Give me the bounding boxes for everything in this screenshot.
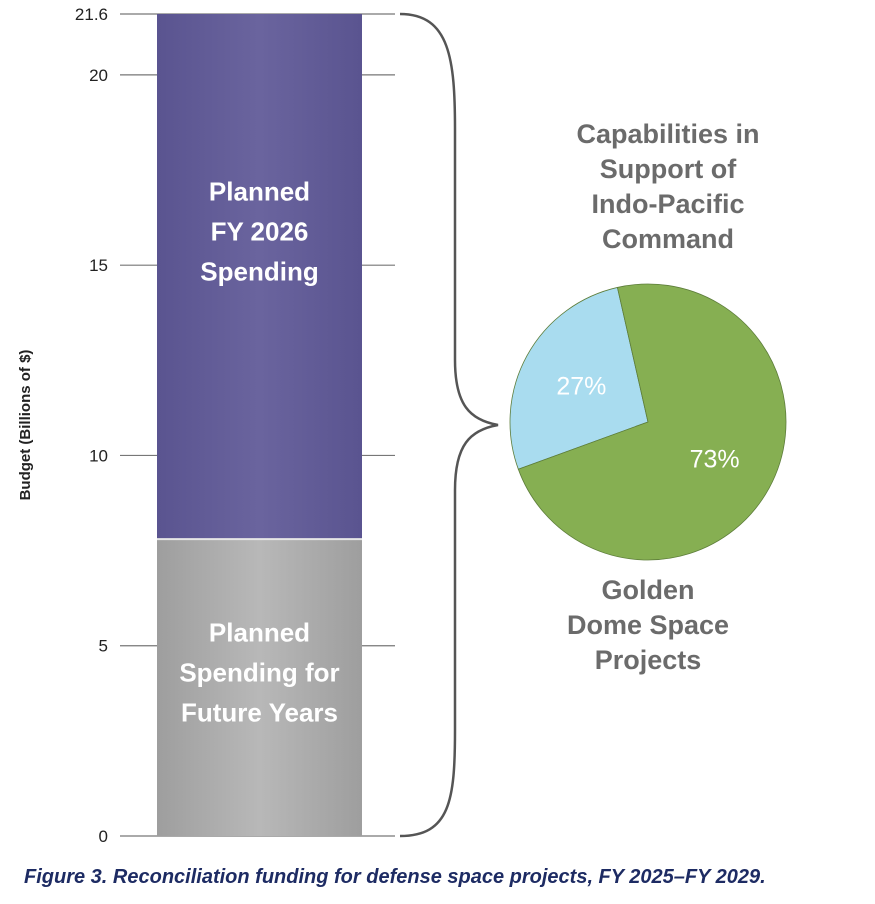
bar-segment-label: Future Years <box>181 698 338 728</box>
y-tick-label: 10 <box>89 446 108 465</box>
y-tick-label: 5 <box>99 637 108 656</box>
pie-category-title: Dome Space <box>567 610 729 640</box>
curly-brace <box>399 12 499 838</box>
bar-segment-label: FY 2026 <box>211 217 309 247</box>
bar-segment <box>157 14 362 540</box>
pie-category-title: Golden <box>602 575 695 605</box>
pie-slice-label: 27% <box>556 373 606 401</box>
pie-slice-label: 73% <box>690 445 740 473</box>
y-tick-label: 21.6 <box>75 5 108 24</box>
y-axis-title: Budget (Billions of $) <box>17 350 34 501</box>
stacked-bar: Planned Spending for Future Years Planned FY… <box>157 14 362 836</box>
bar-segment-label: Planned <box>209 177 310 207</box>
bar-segment-label: Spending <box>200 257 318 287</box>
pie-category-title: Indo-Pacific <box>591 189 744 219</box>
pie-category-title: Capabilities in <box>576 119 759 149</box>
pie-category-title: Command <box>602 224 734 254</box>
bar-segment <box>157 539 362 836</box>
pie-chart: 27% 73% Capabilities in Support of Indo-Paci… <box>509 119 787 675</box>
pie-category-title: Projects <box>595 645 702 675</box>
y-tick-label: 0 <box>99 827 108 846</box>
figure-caption: Figure 3. Reconciliation funding for def… <box>24 866 766 888</box>
pie-slice <box>509 286 649 470</box>
pie-slice <box>517 283 787 561</box>
y-tick-label: 20 <box>89 66 108 85</box>
bar-segment-label: Planned <box>209 618 310 648</box>
bar-segment-label: Spending for <box>179 658 339 688</box>
y-tick-label: 15 <box>89 256 108 275</box>
pie-category-title: Support of <box>600 154 737 184</box>
